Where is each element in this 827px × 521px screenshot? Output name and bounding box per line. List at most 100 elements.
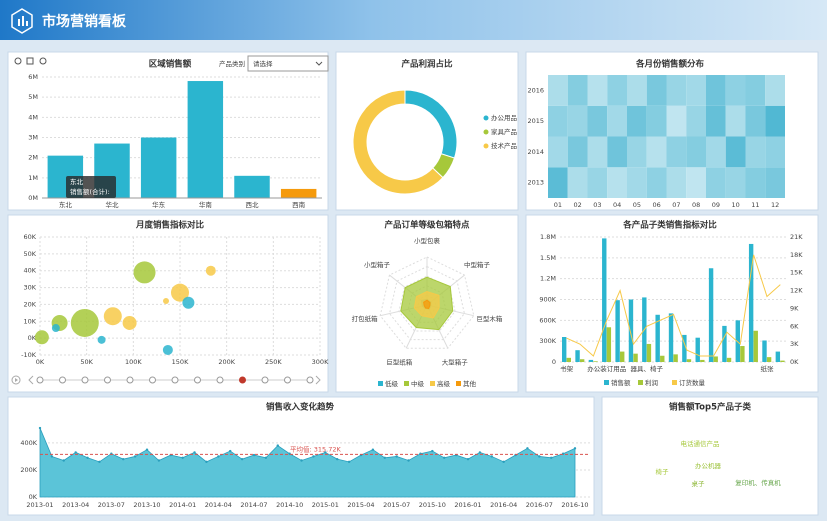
y-tick-label: 6M [28,73,38,81]
header-title: 市场营销看板 [42,13,127,30]
point [312,455,315,458]
bar [660,355,665,362]
x-tick-label: 10 [731,201,739,209]
bar [615,300,620,362]
radar-axis-label: 小型箱子 [364,260,391,269]
bar [753,330,758,362]
point [133,455,137,458]
point [347,460,351,464]
select-placeholder[interactable]: 请选择 [253,59,273,68]
timeline-dot [171,376,179,384]
heat-cell [627,75,647,106]
legend-swatch [638,380,643,385]
bar [562,337,567,362]
y-tick-label: 900K [539,296,556,304]
x-tick-label: 2016-10 [561,501,588,509]
prev-button[interactable] [28,375,34,385]
panel [7,214,329,393]
y-tick-label: 2016 [527,86,544,94]
point [502,460,505,464]
legend-label: 中级 [411,379,425,388]
timeline-dot [216,376,224,384]
heat-cell [765,75,785,106]
heat-cell [627,167,647,198]
play-button[interactable] [11,375,21,385]
y-tick-label: 3M [28,134,38,142]
line-series [566,254,781,357]
heat-cell [725,167,746,198]
heat-cell [587,136,608,168]
heat-cell [548,136,568,168]
next-button[interactable] [315,375,321,385]
heat-cell [548,75,568,106]
x-tick-label: 2016-07 [526,501,553,509]
heat-cell [706,105,726,137]
bar [593,361,598,362]
radar-axis-label: 巨型纸箱 [386,358,413,367]
legend-swatch [604,380,609,385]
point [383,456,386,459]
heat-cell [567,136,588,168]
heat-cell [646,167,667,198]
y-tick-label: -10K [21,351,37,359]
y-tick-label: 10K [23,317,36,325]
heat-cell [765,167,785,198]
timeline-dot [239,376,246,384]
heat-cell [745,75,766,106]
select-box[interactable] [247,55,329,72]
point [62,459,65,462]
x-tick-label: 办公装订用品 [587,364,626,373]
y-tick-label: 21K [790,233,803,241]
chart-title: 区域销售额 [149,59,192,70]
x-tick-label: 11 [751,201,759,209]
legend-label: 其他 [463,379,477,388]
point [181,456,184,459]
legend-label: 办公用品 [491,113,517,122]
heat-cell [706,167,726,198]
x-tick-label: 华东 [152,200,166,209]
bar [735,320,740,362]
radar-grid [389,266,465,341]
y-tick-label: 1M [28,174,38,182]
x-tick-label: 50K [80,358,93,366]
bubble [205,265,216,276]
point [229,449,232,453]
y-tick-label: 9K [790,304,799,312]
point [431,449,434,453]
bar [780,360,785,362]
timeline-dot [284,376,291,384]
bar [187,81,224,198]
x-tick-label: 西南 [292,200,306,209]
heat-cell [666,136,687,168]
point [407,459,410,462]
radar-axis-label: 巨型木箱 [476,314,503,323]
table-icon[interactable] [26,57,34,65]
point [205,460,208,464]
point [300,459,303,462]
header-icon [22,16,24,26]
legend-label: 技术产品 [491,141,517,150]
point [538,455,541,458]
bar [713,356,718,362]
x-tick-label: 2014-10 [276,501,303,509]
bar [740,346,745,362]
heat-cell [765,136,785,168]
word: 桌子 [692,479,706,488]
point [217,455,220,458]
heat-cell [666,105,687,137]
refresh-icon[interactable] [14,57,22,65]
x-tick-label: 2014-04 [205,501,232,509]
heat-cell [587,167,608,198]
bar [686,359,692,362]
donut-slice [352,89,444,195]
word: 复印机、传真机 [735,478,781,487]
y-tick-label: 50K [23,250,36,258]
point [371,448,375,451]
heat-cell [627,105,647,137]
point [478,451,482,454]
legend-label: 高级 [437,379,451,388]
heat-cell [627,136,647,168]
legend-swatch [430,381,435,386]
x-tick-label: 2014-01 [169,501,196,509]
export-icon[interactable] [39,57,47,65]
